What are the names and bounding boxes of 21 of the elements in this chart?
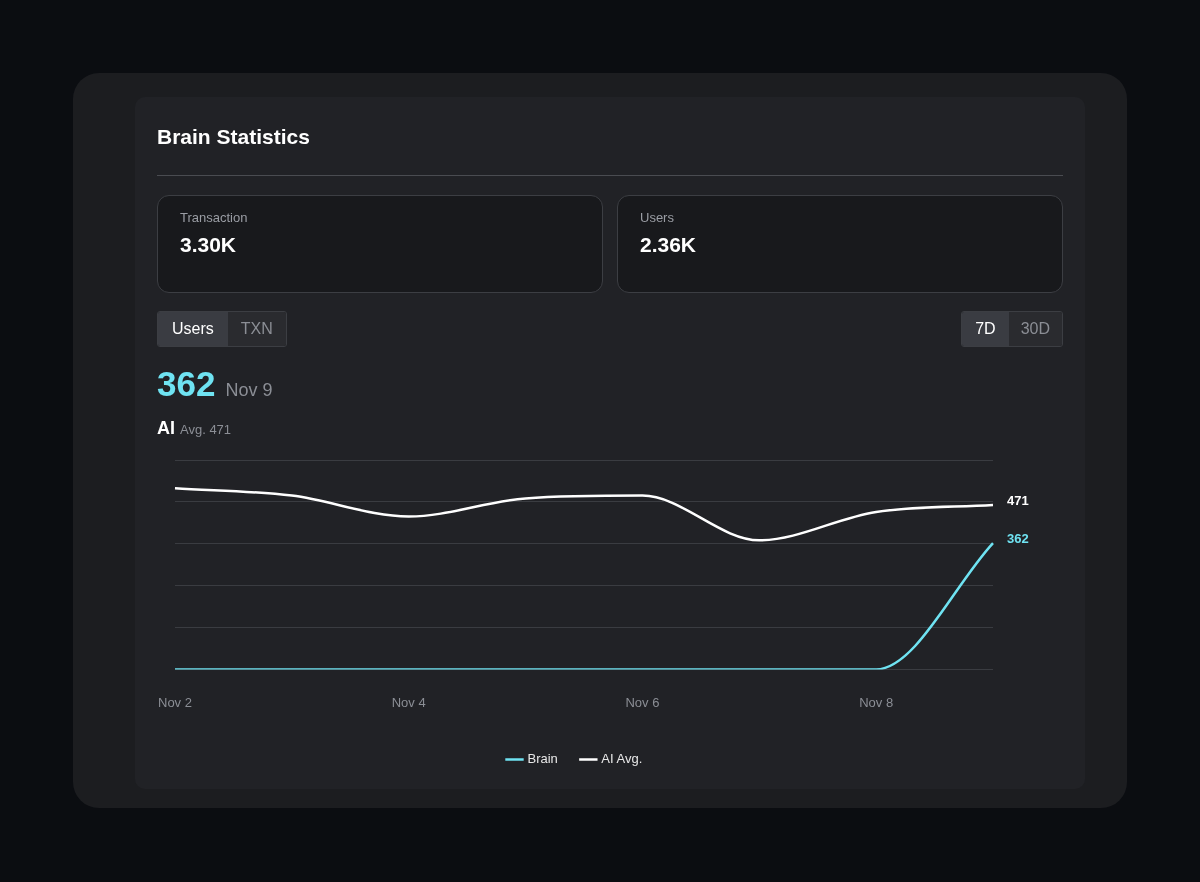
text: Users [640, 210, 674, 225]
text: TXN [227, 312, 286, 346]
text: 362 [157, 364, 216, 404]
text: AI [157, 418, 175, 439]
x-tick-label: Nov 4 [391, 694, 426, 710]
text: Users [158, 312, 228, 346]
text: Nov 9 [225, 380, 273, 401]
x-tick-label: Nov 2 [158, 694, 192, 710]
data-label: 362 [1007, 530, 1029, 546]
text: Avg. 471 [180, 422, 232, 437]
legend-label: Brain [527, 751, 558, 767]
text: 30D [1008, 312, 1062, 346]
x-tick-label: Nov 6 [625, 694, 660, 710]
text: 2.36K [640, 233, 697, 257]
text: 7D [962, 312, 1009, 346]
data-label: 471 [1007, 492, 1029, 508]
text: Transaction [180, 210, 248, 225]
chart-title: Brain Statistics [157, 125, 310, 149]
legend-label: AI Avg. [601, 751, 643, 767]
x-tick-label: Nov 8 [859, 694, 894, 710]
text: 3.30K [180, 233, 237, 257]
